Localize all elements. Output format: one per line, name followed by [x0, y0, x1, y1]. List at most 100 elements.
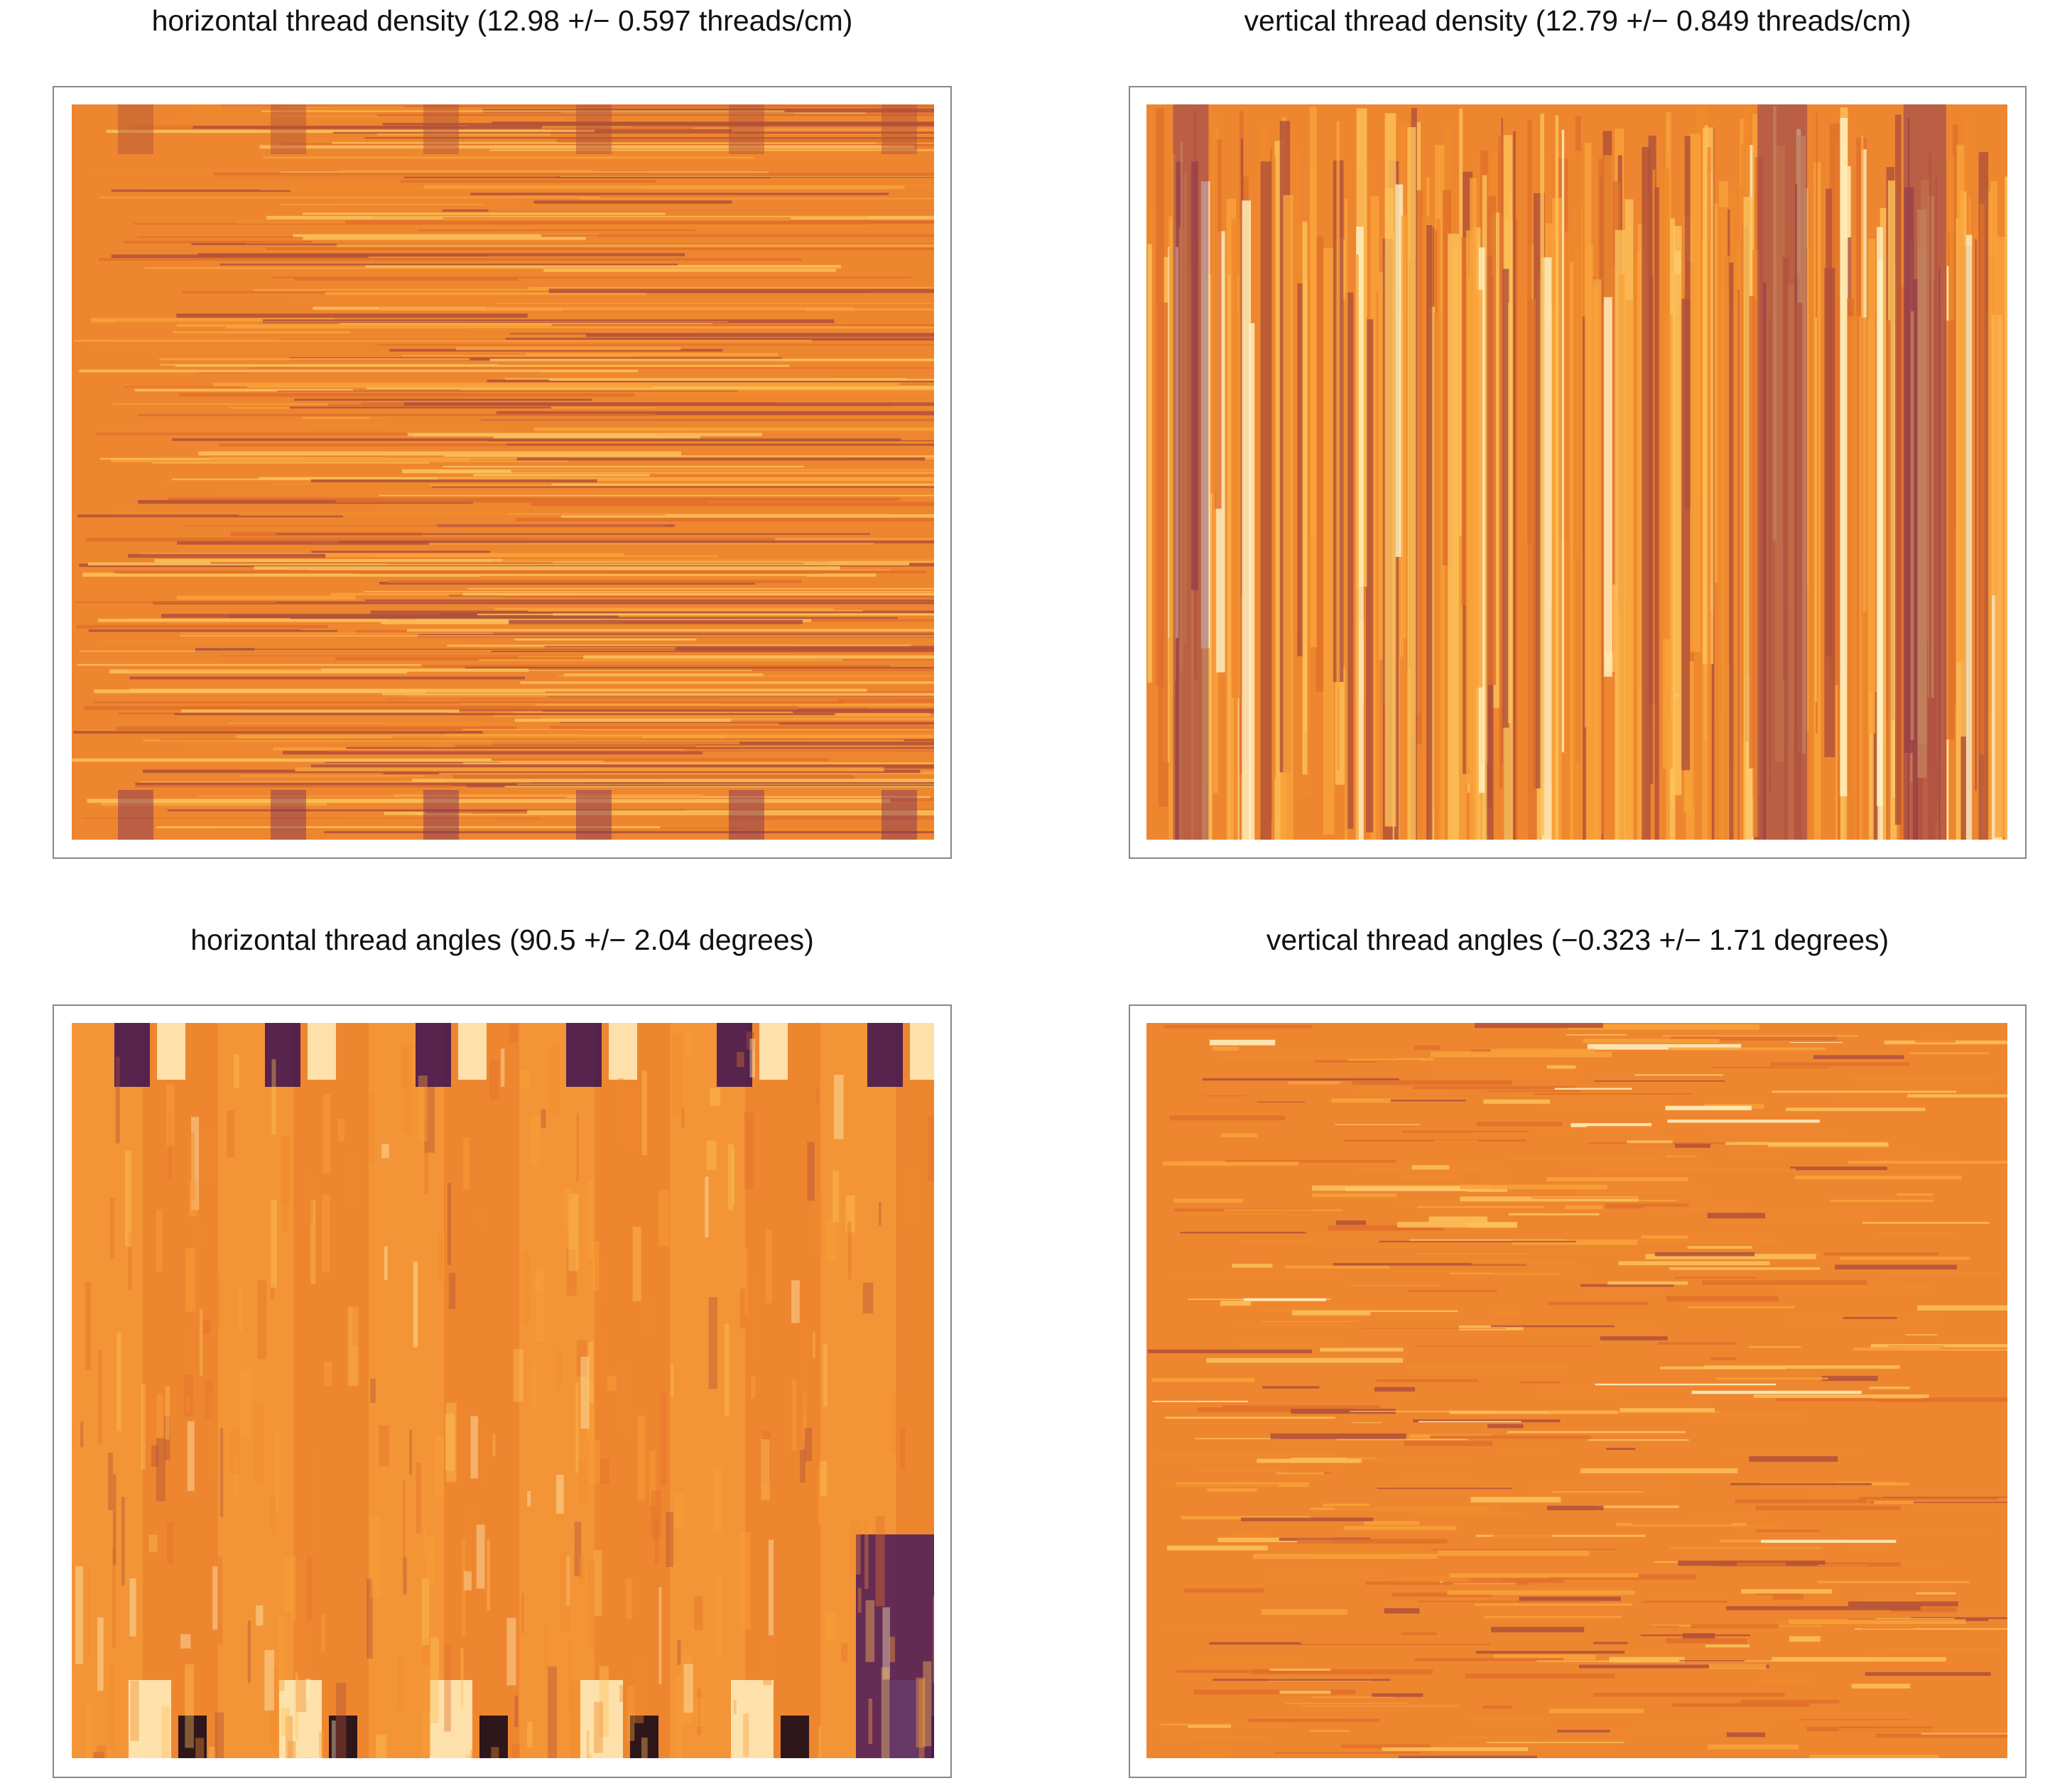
texture: [1666, 1296, 1779, 1302]
texture: [88, 345, 368, 347]
texture: [159, 358, 470, 361]
texture: [625, 1578, 632, 1619]
texture: [116, 726, 516, 730]
texture: [1529, 1488, 1681, 1490]
texture: [1418, 1421, 1522, 1423]
texture: [1737, 289, 1740, 840]
texture: [286, 1716, 293, 1758]
texture: [1196, 1658, 1298, 1664]
texture: [1160, 1625, 1289, 1630]
texture: [1279, 1690, 1331, 1694]
texture: [1702, 1280, 1867, 1285]
texture: [1637, 250, 1642, 840]
panel-title: vertical thread angles (−0.323 +/− 1.71 …: [1266, 923, 1889, 956]
texture: [1809, 1755, 1939, 1758]
texture: [1262, 1386, 1320, 1389]
texture: [477, 613, 934, 615]
texture: [1253, 1554, 1438, 1559]
texture: [144, 267, 842, 269]
texture: [807, 1142, 815, 1201]
texture: [462, 762, 934, 764]
texture: [365, 264, 841, 269]
texture: [1178, 227, 1183, 840]
texture: [404, 104, 934, 108]
texture: [619, 1685, 625, 1702]
texture: [1579, 1664, 1769, 1669]
texture: [1512, 1240, 1638, 1245]
texture: [130, 1680, 139, 1741]
texture: [1634, 1073, 1723, 1076]
texture: [464, 1571, 472, 1591]
texture: [526, 352, 779, 357]
texture: [658, 1587, 662, 1684]
texture: [1688, 1518, 1764, 1520]
texture: [1669, 1267, 1821, 1270]
texture: [416, 1750, 420, 1758]
texture: [116, 1333, 121, 1431]
texture: [1547, 1301, 1648, 1306]
texture: [254, 646, 676, 651]
texture: [1417, 1205, 1544, 1208]
texture: [743, 1713, 749, 1757]
texture: [270, 1669, 278, 1751]
texture: [1183, 1588, 1264, 1593]
texture: [176, 313, 528, 318]
texture: [1335, 1505, 1500, 1512]
texture: [501, 594, 934, 598]
texture: [713, 1467, 722, 1532]
texture: [489, 358, 934, 362]
panel-title: horizontal thread density (12.98 +/− 0.5…: [152, 4, 853, 37]
texture: [95, 1756, 104, 1758]
texture: [1147, 244, 1152, 683]
texture: [813, 1725, 820, 1758]
texture: [72, 1023, 143, 1758]
texture: [455, 744, 696, 748]
texture: [1884, 1040, 2007, 1045]
texture: [1379, 272, 1385, 660]
texture: [1675, 1144, 1710, 1148]
texture: [520, 1069, 530, 1089]
texture: [1415, 190, 1423, 744]
texture: [295, 767, 884, 771]
texture: [1269, 1669, 1331, 1671]
texture: [334, 199, 516, 202]
texture: [580, 1680, 623, 1758]
texture: [1508, 1213, 1600, 1215]
texture: [1860, 318, 1870, 840]
texture: [1356, 226, 1364, 840]
texture: [100, 457, 303, 460]
texture: [423, 185, 905, 190]
texture: [424, 1122, 428, 1194]
texture: [445, 734, 934, 738]
texture: [248, 636, 934, 638]
texture: [1975, 239, 1977, 791]
texture: [176, 324, 848, 327]
texture: [418, 229, 696, 232]
texture: [1148, 1349, 1313, 1353]
texture: [1710, 1066, 1830, 1068]
texture: [379, 307, 855, 311]
texture: [405, 695, 934, 697]
texture: [1534, 1093, 1691, 1095]
texture: [1598, 1505, 1679, 1508]
texture: [93, 1752, 104, 1758]
panel-frame: [1129, 1004, 2027, 1778]
texture: [510, 332, 934, 335]
texture: [96, 433, 661, 435]
texture: [685, 1032, 692, 1055]
texture: [1399, 1174, 1460, 1179]
panel-frame: [53, 86, 952, 859]
texture: [556, 1474, 564, 1514]
texture: [471, 528, 756, 532]
texture: [1705, 1644, 1750, 1648]
heatmap-base: [72, 1023, 934, 1758]
texture: [724, 1323, 729, 1416]
texture: [1471, 1132, 1661, 1133]
texture: [1198, 179, 1200, 840]
texture: [1903, 104, 1946, 840]
texture: [578, 1554, 585, 1585]
texture: [253, 288, 654, 292]
texture: [271, 1058, 276, 1134]
texture: [826, 1220, 837, 1262]
